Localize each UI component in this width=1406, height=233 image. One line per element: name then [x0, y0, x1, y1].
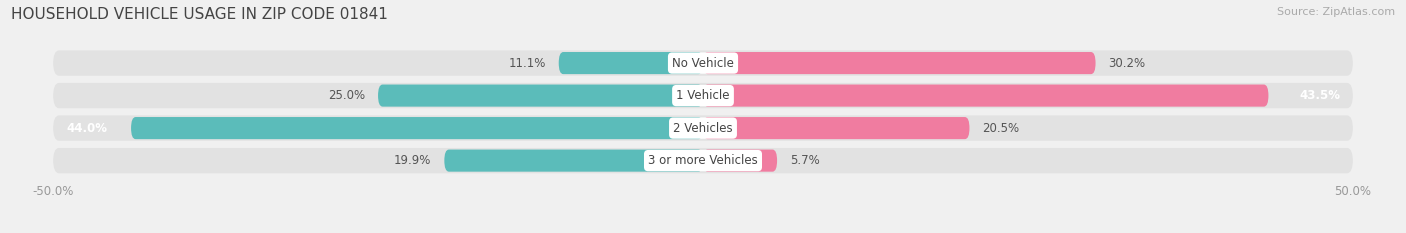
FancyBboxPatch shape: [53, 148, 1353, 173]
FancyBboxPatch shape: [378, 85, 703, 107]
FancyBboxPatch shape: [53, 115, 1353, 141]
FancyBboxPatch shape: [53, 83, 1353, 108]
FancyBboxPatch shape: [703, 150, 778, 172]
Text: 43.5%: 43.5%: [1299, 89, 1340, 102]
FancyBboxPatch shape: [444, 150, 703, 172]
FancyBboxPatch shape: [558, 52, 703, 74]
FancyBboxPatch shape: [703, 85, 1268, 107]
Text: Source: ZipAtlas.com: Source: ZipAtlas.com: [1277, 7, 1395, 17]
Text: No Vehicle: No Vehicle: [672, 57, 734, 70]
Text: 2 Vehicles: 2 Vehicles: [673, 122, 733, 135]
Text: 20.5%: 20.5%: [983, 122, 1019, 135]
Text: 44.0%: 44.0%: [66, 122, 107, 135]
Text: 5.7%: 5.7%: [790, 154, 820, 167]
FancyBboxPatch shape: [131, 117, 703, 139]
Text: HOUSEHOLD VEHICLE USAGE IN ZIP CODE 01841: HOUSEHOLD VEHICLE USAGE IN ZIP CODE 0184…: [11, 7, 388, 22]
Text: 3 or more Vehicles: 3 or more Vehicles: [648, 154, 758, 167]
FancyBboxPatch shape: [703, 52, 1095, 74]
FancyBboxPatch shape: [703, 117, 970, 139]
Text: 1 Vehicle: 1 Vehicle: [676, 89, 730, 102]
Text: 19.9%: 19.9%: [394, 154, 432, 167]
Text: 30.2%: 30.2%: [1108, 57, 1146, 70]
Text: 25.0%: 25.0%: [328, 89, 366, 102]
FancyBboxPatch shape: [53, 50, 1353, 76]
Text: 11.1%: 11.1%: [509, 57, 546, 70]
